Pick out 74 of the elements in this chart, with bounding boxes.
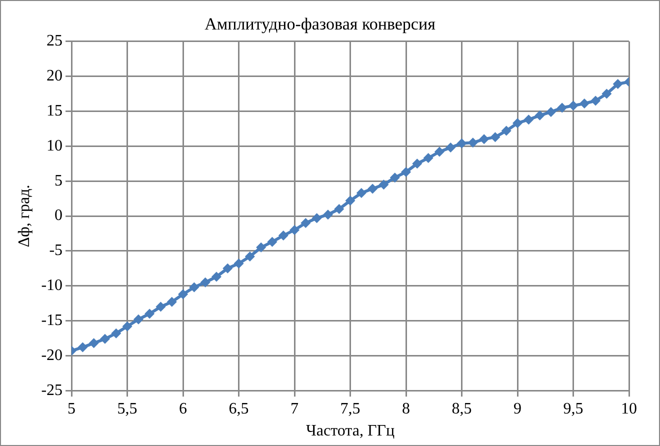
y-tick-label: 25 xyxy=(46,32,63,50)
point xyxy=(602,88,612,99)
point xyxy=(446,142,456,153)
point xyxy=(300,218,311,228)
point xyxy=(401,167,412,177)
x-tick-label: 8,5 xyxy=(452,400,472,418)
point xyxy=(546,106,556,117)
point xyxy=(111,328,122,338)
x-tick-label: 9,5 xyxy=(563,400,584,418)
point xyxy=(244,252,255,262)
x-tick-label: 7 xyxy=(290,400,299,418)
point xyxy=(345,196,356,206)
point xyxy=(568,100,578,111)
point xyxy=(534,110,545,120)
point xyxy=(211,272,222,282)
x-tick-label: 6,5 xyxy=(228,400,249,418)
point xyxy=(78,342,88,352)
point xyxy=(356,188,366,198)
y-tick-label: -20 xyxy=(41,346,63,364)
point xyxy=(557,102,568,113)
point xyxy=(378,180,389,190)
point xyxy=(234,258,244,268)
chart-title: Амплитудно-фазовая конверсия xyxy=(204,14,436,34)
point xyxy=(334,204,344,214)
point xyxy=(368,184,378,194)
point xyxy=(267,236,278,247)
point xyxy=(312,213,322,224)
y-axis-title: Δф, град. xyxy=(16,184,33,248)
point xyxy=(524,114,534,125)
point xyxy=(423,153,434,164)
y-tick-label: -10 xyxy=(41,277,63,294)
point xyxy=(100,334,110,344)
point xyxy=(390,172,400,183)
point xyxy=(156,302,166,312)
y-tick-label: -5 xyxy=(49,242,63,260)
point xyxy=(612,79,623,90)
y-tick-label: 0 xyxy=(54,207,63,224)
y-tick-label: 20 xyxy=(46,68,63,85)
point xyxy=(278,230,288,241)
point xyxy=(200,277,210,288)
point xyxy=(88,338,99,348)
point xyxy=(412,158,422,169)
point xyxy=(178,289,188,300)
point xyxy=(501,126,512,136)
point xyxy=(133,314,144,324)
point xyxy=(468,138,478,148)
point xyxy=(290,224,300,235)
point xyxy=(222,263,233,274)
point xyxy=(322,210,333,220)
x-tick-label: 7,5 xyxy=(340,400,360,418)
point xyxy=(579,98,590,109)
point xyxy=(456,138,467,148)
y-tick-label: 5 xyxy=(54,172,63,190)
point xyxy=(166,296,177,307)
point xyxy=(490,132,500,142)
point xyxy=(590,96,601,106)
x-axis-title: Частота, ГГц xyxy=(306,422,395,440)
y-tick-label: 10 xyxy=(46,137,63,154)
x-tick-label: 5,5 xyxy=(117,400,138,418)
point xyxy=(256,242,266,252)
point xyxy=(434,146,444,157)
x-tick-label: 8 xyxy=(402,400,410,418)
x-tick-label: 6 xyxy=(179,400,188,418)
y-tick-label: 15 xyxy=(46,102,63,120)
y-tick-label: -15 xyxy=(41,312,63,329)
point xyxy=(144,308,155,319)
y-tick-label: -25 xyxy=(41,382,63,399)
point xyxy=(479,134,490,144)
x-tick-label: 9 xyxy=(514,400,522,418)
point xyxy=(122,321,132,332)
x-tick-label: 10 xyxy=(621,400,637,418)
x-tick-label: 5 xyxy=(68,400,76,418)
point xyxy=(512,118,523,128)
point xyxy=(189,282,200,292)
